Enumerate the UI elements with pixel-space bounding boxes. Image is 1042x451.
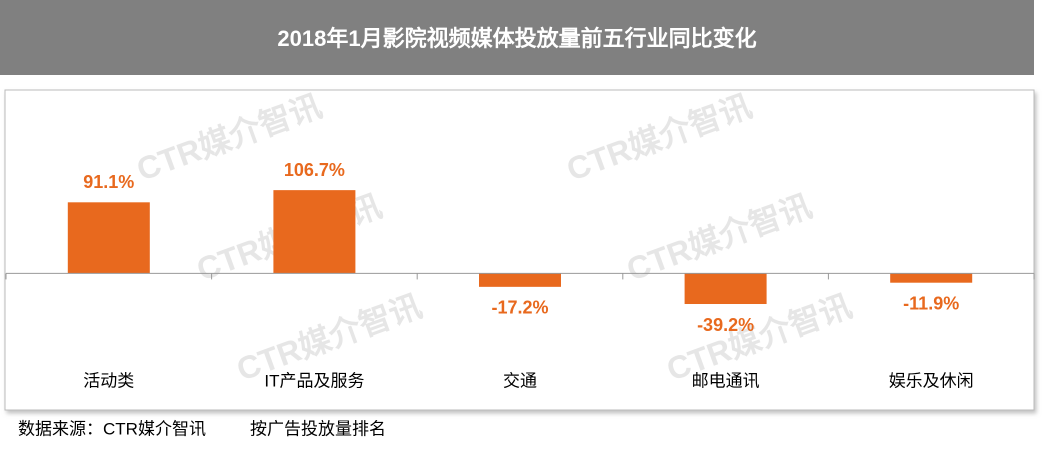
x-tick-label: 交通 [503, 371, 537, 390]
title-band [0, 0, 1034, 75]
x-tick-label: 活动类 [83, 371, 134, 390]
bar [67, 202, 150, 274]
value-label: -17.2% [491, 298, 548, 318]
bar [273, 190, 356, 274]
bar [890, 273, 973, 283]
bar [479, 273, 561, 287]
x-tick-label: IT产品及服务 [264, 371, 364, 390]
bar [684, 273, 767, 305]
plot-frame [4, 89, 1035, 411]
value-label: 106.7% [284, 160, 345, 180]
note: 按广告投放量排名 [250, 419, 386, 438]
value-label: 91.1% [83, 172, 134, 192]
x-tick-label: 娱乐及休闲 [889, 371, 974, 390]
chart-title: 2018年1月影院视频媒体投放量前五行业同比变化 [277, 26, 756, 51]
value-label: -39.2% [697, 315, 754, 335]
source: 数据来源：CTR媒介智讯 [18, 419, 206, 438]
x-tick-label: 邮电通讯 [692, 371, 760, 390]
value-label: -11.9% [903, 293, 959, 313]
